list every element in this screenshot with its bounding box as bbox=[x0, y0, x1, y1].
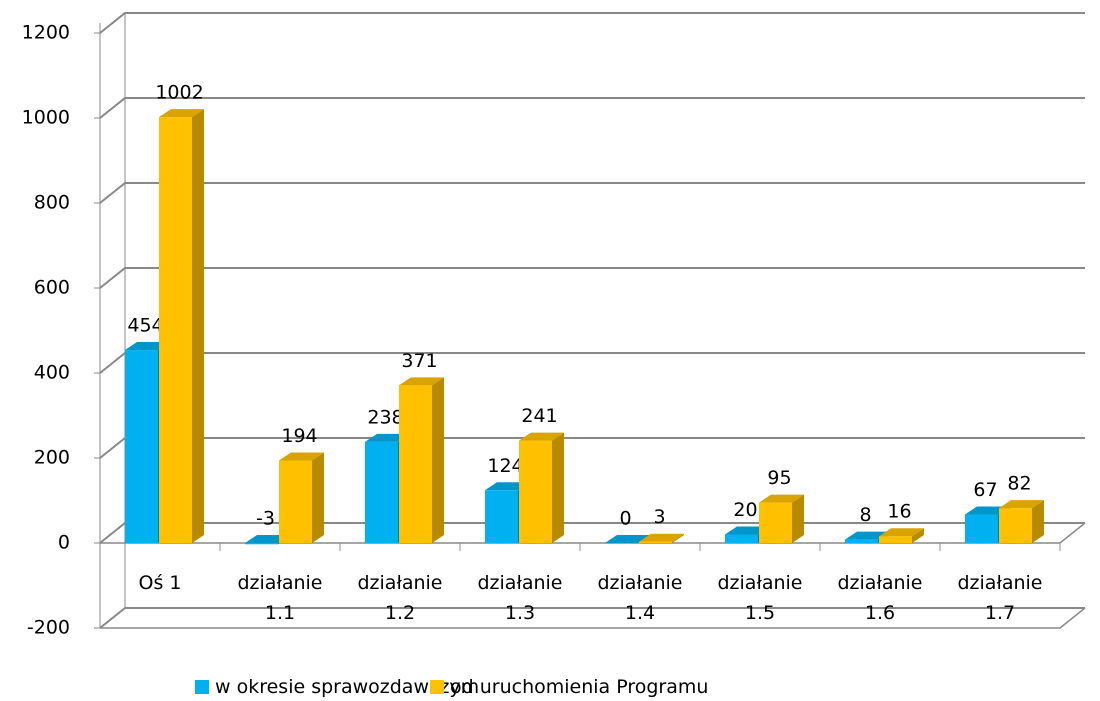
bar-side bbox=[432, 377, 444, 543]
x-tick-label: działanie 1.3 bbox=[477, 572, 563, 624]
bar-top bbox=[485, 482, 530, 491]
bar bbox=[485, 490, 518, 543]
grid-line bbox=[99, 522, 1085, 544]
x-tick-label: działanie 1.2 bbox=[357, 572, 443, 624]
bar bbox=[845, 539, 878, 543]
y-tick-label: -200 bbox=[27, 617, 70, 639]
data-label: 0 bbox=[619, 508, 631, 530]
grid-line bbox=[99, 182, 1085, 204]
bar bbox=[725, 534, 758, 543]
bar bbox=[879, 536, 912, 543]
bar bbox=[159, 117, 192, 544]
bar bbox=[365, 441, 398, 543]
bar-top bbox=[125, 342, 170, 351]
data-label: -3 bbox=[256, 508, 275, 530]
data-label: 16 bbox=[887, 501, 911, 523]
bar-top bbox=[279, 452, 324, 461]
data-label: 82 bbox=[1007, 473, 1031, 495]
legend-swatch bbox=[430, 680, 444, 694]
y-tick-label: 800 bbox=[34, 192, 70, 214]
bar-top bbox=[605, 535, 650, 543]
data-label: 3 bbox=[653, 506, 665, 528]
legend-label: od uruchomienia Programu bbox=[450, 676, 709, 698]
grid-line bbox=[99, 352, 1085, 374]
data-label: 241 bbox=[521, 405, 557, 427]
bar bbox=[279, 460, 312, 543]
grid-line bbox=[99, 607, 1085, 629]
y-tick-label: 400 bbox=[34, 362, 70, 384]
data-label: 1002 bbox=[155, 82, 203, 104]
data-label: 194 bbox=[281, 425, 317, 447]
data-label: 20 bbox=[733, 499, 757, 521]
bar-top bbox=[519, 432, 564, 441]
x-tick-label: działanie 1.4 bbox=[597, 572, 683, 624]
legend-swatch bbox=[195, 680, 209, 694]
data-label: 124 bbox=[487, 455, 523, 477]
bar-top bbox=[365, 433, 410, 442]
grid-line bbox=[99, 437, 1085, 459]
y-tick-label: 200 bbox=[34, 447, 70, 469]
legend-item: w okresie sprawozdawczym bbox=[195, 676, 479, 698]
data-label: 95 bbox=[767, 467, 791, 489]
y-tick-label: 600 bbox=[34, 277, 70, 299]
y-tick-label: 1200 bbox=[22, 22, 70, 44]
bar-side bbox=[1032, 500, 1044, 543]
bar-side bbox=[192, 109, 204, 544]
bar-side bbox=[792, 494, 804, 543]
bar-side bbox=[312, 452, 324, 543]
legend-item: od uruchomienia Programu bbox=[430, 676, 708, 698]
data-label: 67 bbox=[973, 479, 997, 501]
legend-label: w okresie sprawozdawczym bbox=[215, 676, 480, 698]
data-label: 454 bbox=[127, 315, 163, 337]
bar bbox=[519, 440, 552, 543]
floor-edge bbox=[100, 607, 1086, 629]
x-tick-label: działanie 1.5 bbox=[717, 572, 803, 624]
x-tick-label: działanie 1.6 bbox=[837, 572, 923, 624]
bar-top bbox=[639, 533, 684, 542]
bar-top bbox=[725, 526, 770, 535]
bar bbox=[759, 502, 792, 543]
data-label: 371 bbox=[401, 350, 437, 372]
bar bbox=[605, 543, 638, 544]
bar bbox=[999, 508, 1032, 543]
bar bbox=[639, 541, 672, 543]
bar-top bbox=[759, 494, 804, 503]
bar-top bbox=[999, 500, 1044, 509]
data-label: 238 bbox=[367, 406, 403, 428]
bar-side bbox=[672, 533, 684, 543]
y-tick-label: 0 bbox=[58, 532, 70, 554]
data-label: 8 bbox=[859, 504, 871, 526]
grid-line bbox=[99, 267, 1085, 289]
bar-top bbox=[879, 528, 924, 537]
bar-top bbox=[845, 531, 890, 540]
bar bbox=[399, 385, 432, 543]
x-tick-label: Oś 1 bbox=[138, 572, 182, 594]
floor-edge bbox=[100, 522, 1086, 544]
bar bbox=[125, 350, 158, 543]
y-tick-label: 1000 bbox=[22, 107, 70, 129]
bar bbox=[245, 543, 278, 545]
bar-top bbox=[159, 109, 204, 118]
grid-line bbox=[99, 97, 1085, 119]
x-tick-label: działanie 1.1 bbox=[237, 572, 323, 624]
bar-top bbox=[965, 506, 1010, 515]
bar-side bbox=[552, 432, 564, 543]
bar-top bbox=[245, 535, 290, 543]
grid-line bbox=[99, 12, 1085, 34]
bar-top bbox=[399, 377, 444, 386]
x-tick-label: działanie 1.7 bbox=[957, 572, 1043, 624]
bar-side bbox=[912, 528, 924, 543]
bar bbox=[965, 514, 998, 543]
